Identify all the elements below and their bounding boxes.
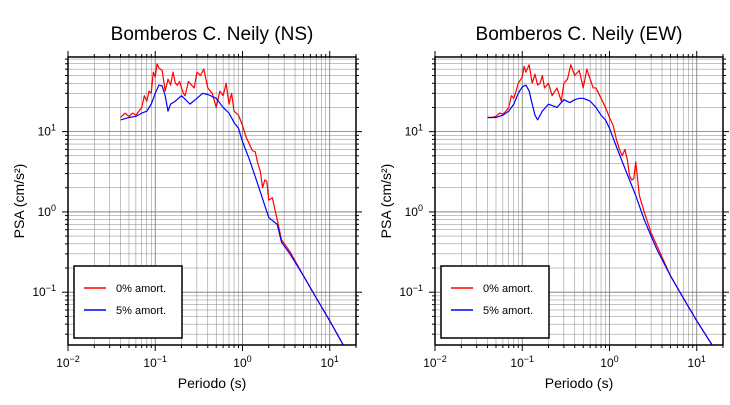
x-tick-label: 100 [233,354,251,370]
y-axis-label: PSA (cm/s²) [11,164,27,239]
series-line-blue [120,84,344,345]
legend-label: 0% amort. [483,283,533,295]
legend: 0% amort. 5% amort. [73,265,183,339]
y-tick-label: 101 [38,123,56,139]
x-tick-label: 100 [600,354,618,370]
chart-panel-2: 10−2 10−1 100 101 10−1 100 101 Bomberos C. Neil… [378,24,729,391]
chart-panel-1: 10−2 10−1 100 101 10−1 100 101 Bomberos C. Neil… [11,24,362,391]
y-axis-label: PSA (cm/s²) [378,164,394,239]
legend-label: 5% amort. [116,305,166,317]
x-tick-label: 10−1 [143,354,167,370]
plot-frame [67,56,357,346]
legend: 0% amort. 5% amort. [440,265,550,339]
x-tick-label: 101 [688,354,706,370]
series-line-red [487,64,713,345]
x-axis-label: Periodo (s) [545,375,613,391]
legend-box [73,265,183,339]
y-tick-label: 100 [38,203,56,219]
x-axis-label: Periodo (s) [178,375,246,391]
y-tick-label: 100 [405,203,423,219]
legend-label: 5% amort. [483,305,533,317]
y-tick-label: 10−1 [399,283,423,299]
chart-title: Bomberos C. Neily (NS) [111,24,314,45]
plot-frame [434,56,724,346]
legend-label: 0% amort. [116,283,166,295]
x-tick-label: 101 [321,354,339,370]
y-tick-label: 101 [405,123,423,139]
chart-title: Bomberos C. Neily (EW) [476,24,683,45]
legend-box [440,265,550,339]
x-tick-label: 10−1 [510,354,534,370]
y-tick-label: 10−1 [32,283,56,299]
plot-area [487,64,713,345]
series-line-blue [487,84,713,345]
x-tick-label: 10−2 [423,354,447,370]
series-line-red [120,63,344,345]
x-tick-label: 10−2 [56,354,80,370]
plot-area [120,63,344,345]
